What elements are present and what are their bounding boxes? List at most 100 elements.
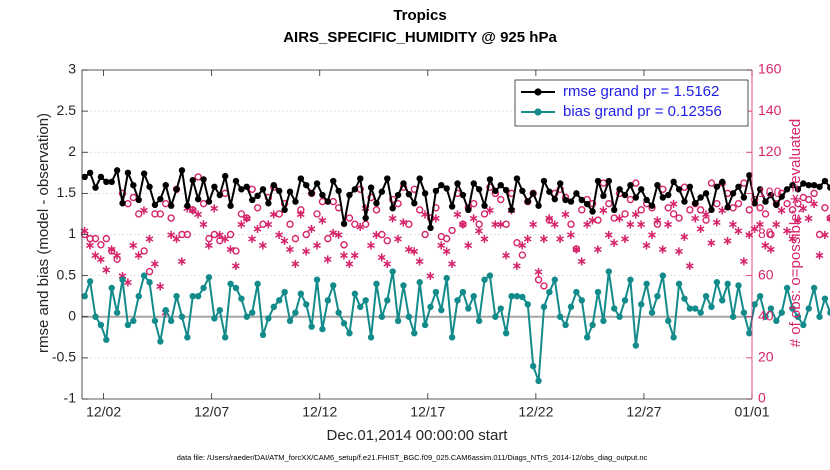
bias-point [686,305,694,312]
obs-evaluated-point: ∗ [609,236,620,251]
bias-point [692,305,699,312]
rmse-point [697,194,704,201]
obs-evaluated-point: ∗ [733,224,744,239]
obs-evaluated-point: ∗ [603,228,614,243]
bias-point [249,309,256,316]
obs-evaluated-point: ∗ [214,228,225,243]
obs-possible-point [669,210,678,218]
bias-point [292,309,299,316]
rmse-point [362,214,369,222]
obs-evaluated-point: ∗ [204,238,215,253]
x-tick-label: 01/01 [734,404,769,420]
bias-point [627,276,634,283]
rmse-point [194,195,202,203]
obs-evaluated-point: ∗ [106,242,117,257]
y2-tick-label: 160 [758,61,782,77]
obs-possible-point [259,220,267,228]
bias-point [335,309,342,316]
obs-evaluated-point: ∗ [193,207,204,222]
bias-point [265,315,272,322]
obs-possible-point [297,206,305,214]
obs-possible-point [205,234,213,243]
rmse-point [573,190,580,197]
obs-evaluated-point: ∗ [387,212,398,227]
bias-point [330,282,337,289]
footnote: data file: /Users/raeder/DAI/ATM_forcXX/… [177,453,648,462]
obs-possible-point [167,214,175,222]
rmse-point [232,177,240,185]
rmse-point [454,180,461,187]
bias-point [729,313,737,320]
bias-point [389,268,396,275]
chart-title: Tropics [393,7,446,24]
bias-point [384,297,391,304]
rmse-point [308,190,315,197]
obs-evaluated-point: ∗ [90,249,101,264]
rmse-point [475,186,483,193]
bias-point [670,334,677,341]
obs-evaluated-point: ∗ [738,255,749,270]
obs-evaluated-point: ∗ [614,212,625,227]
obs-evaluated-point: ∗ [641,238,652,253]
obs-possible-point [756,204,764,212]
bias-point [600,317,607,325]
bias-point [805,305,812,312]
obs-evaluated-point: ∗ [717,203,728,218]
bias-point [211,315,218,322]
y2-tick-label: 60 [758,266,774,282]
obs-evaluated-point: ∗ [576,255,587,270]
bias-point [708,303,715,311]
rmse-point [238,186,245,193]
obs-possible-point [637,206,645,214]
bias-point [238,295,245,302]
bias-point [421,321,429,329]
obs-evaluated-point: ∗ [695,222,706,237]
bias-point [654,292,661,300]
bias-point [648,309,656,316]
bias-point [470,292,477,300]
rmse-point [546,188,553,195]
obs-possible-point [610,214,618,222]
rmse-point [324,198,332,205]
rmse-point [556,180,564,187]
obs-possible-point [513,239,521,247]
rmse-point [540,177,548,185]
rmse-point [767,191,775,199]
bias-point [756,292,764,300]
obs-possible-point [253,204,262,212]
obs-possible-point [707,179,716,187]
obs-evaluated-point: ∗ [436,238,447,253]
obs-possible-point [767,230,775,239]
obs-possible-point [405,220,413,228]
rmse-point [756,186,764,193]
rmse-point [378,188,386,195]
obs-evaluated-point: ∗ [122,275,133,290]
obs-possible-point [97,241,105,249]
rmse-point [189,177,196,184]
obs-possible-point [545,216,554,224]
rmse-point [243,183,250,190]
bias-point [643,280,650,288]
obs-evaluated-point: ∗ [95,253,106,268]
obs-evaluated-point: ∗ [566,228,577,243]
bias-point [562,321,569,329]
obs-evaluated-point: ∗ [674,244,685,259]
rmse-point [421,190,429,197]
bias-point [783,284,791,292]
obs-evaluated-point: ∗ [166,228,177,243]
bias-point [303,301,310,308]
obs-possible-point [594,216,602,224]
obs-possible-point [232,247,240,255]
bias-point [400,282,407,289]
y2-tick-label: 80 [758,225,774,241]
obs-evaluated-point: ∗ [814,249,825,264]
obs-possible-point [108,247,116,255]
rmse-point [648,202,656,209]
obs-evaluated-point: ∗ [128,238,139,253]
bias-point [465,305,472,312]
obs-evaluated-point: ∗ [652,214,663,229]
obs-evaluated-point: ∗ [447,257,458,272]
rmse-point [708,206,715,214]
bias-point [416,279,423,286]
